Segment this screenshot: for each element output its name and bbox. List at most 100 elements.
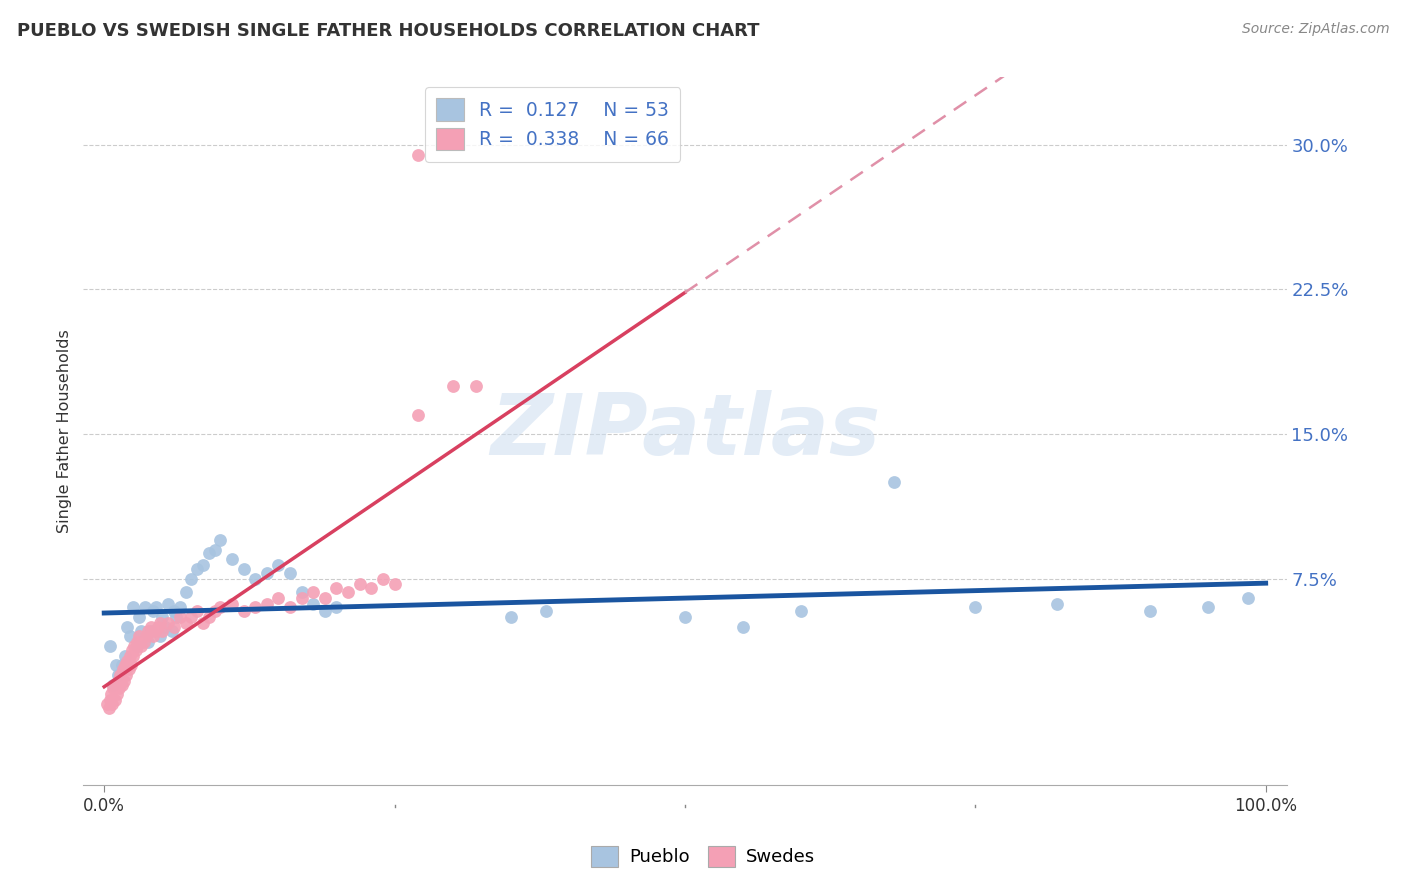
Point [360,581,382,595]
Point [142,604,165,618]
Point [371,572,394,586]
Point [1046,597,1069,611]
Point [191,615,214,630]
Point [101,697,124,711]
Point [115,668,138,682]
Point [186,562,208,576]
Point [163,620,186,634]
Point [197,610,219,624]
Point [165,610,187,624]
Point [117,620,139,634]
Point [139,620,162,634]
Point [302,585,325,599]
Point [731,620,754,634]
Point [278,566,301,580]
Point [406,147,429,161]
Point [1139,604,1161,618]
Point [97,700,120,714]
Point [103,677,125,691]
Point [139,624,162,638]
Point [110,668,132,682]
Point [191,558,214,572]
Point [157,597,180,611]
Point [96,697,118,711]
Point [98,693,121,707]
Point [314,591,336,605]
Point [131,639,153,653]
Point [145,600,167,615]
Point [325,581,347,595]
Point [124,643,146,657]
Point [149,629,172,643]
Point [149,615,172,630]
Point [1197,600,1219,615]
Point [138,624,160,638]
Point [128,629,150,643]
Point [118,648,141,663]
Point [384,577,406,591]
Point [204,604,226,618]
Point [146,620,169,634]
Point [278,600,301,615]
Point [128,610,150,624]
Point [1237,591,1260,605]
Point [117,662,139,676]
Point [150,610,173,624]
Point [104,677,127,691]
Point [150,624,173,638]
Point [325,600,347,615]
Point [111,658,134,673]
Point [883,475,905,490]
Point [197,546,219,560]
Point [104,693,127,707]
Point [174,615,197,630]
Point [221,552,243,566]
Point [138,635,160,649]
Point [314,604,336,618]
Point [291,591,314,605]
Point [186,604,208,618]
Point [117,654,139,668]
Point [157,615,180,630]
Point [153,620,176,634]
Point [180,572,202,586]
Point [464,379,486,393]
Point [114,648,136,663]
Point [256,566,278,580]
Point [103,681,125,696]
Point [267,591,290,605]
Text: ZIPatlas: ZIPatlas [489,390,880,473]
Point [111,662,134,676]
Text: PUEBLO VS SWEDISH SINGLE FATHER HOUSEHOLDS CORRELATION CHART: PUEBLO VS SWEDISH SINGLE FATHER HOUSEHOL… [17,22,759,40]
Point [534,604,557,618]
Point [204,542,226,557]
Point [209,533,232,547]
Point [790,604,813,618]
Point [232,562,254,576]
Point [131,624,153,638]
Point [122,648,145,663]
Point [169,600,191,615]
Point [121,643,143,657]
Point [209,600,232,615]
Point [107,673,129,688]
Point [256,597,278,611]
Legend: R =  0.127    N = 53, R =  0.338    N = 66: R = 0.127 N = 53, R = 0.338 N = 66 [425,87,681,161]
Point [111,677,134,691]
Text: Source: ZipAtlas.com: Source: ZipAtlas.com [1241,22,1389,37]
Point [673,610,696,624]
Point [100,687,122,701]
Point [221,597,243,611]
Point [118,629,141,643]
Point [174,585,197,599]
Point [180,610,202,624]
Point [105,687,128,701]
Y-axis label: Single Father Households: Single Father Households [58,329,72,533]
Point [122,600,145,615]
Point [120,658,142,673]
Point [232,604,254,618]
Point [104,658,127,673]
Point [134,600,156,615]
Point [160,624,183,638]
Point [114,658,136,673]
